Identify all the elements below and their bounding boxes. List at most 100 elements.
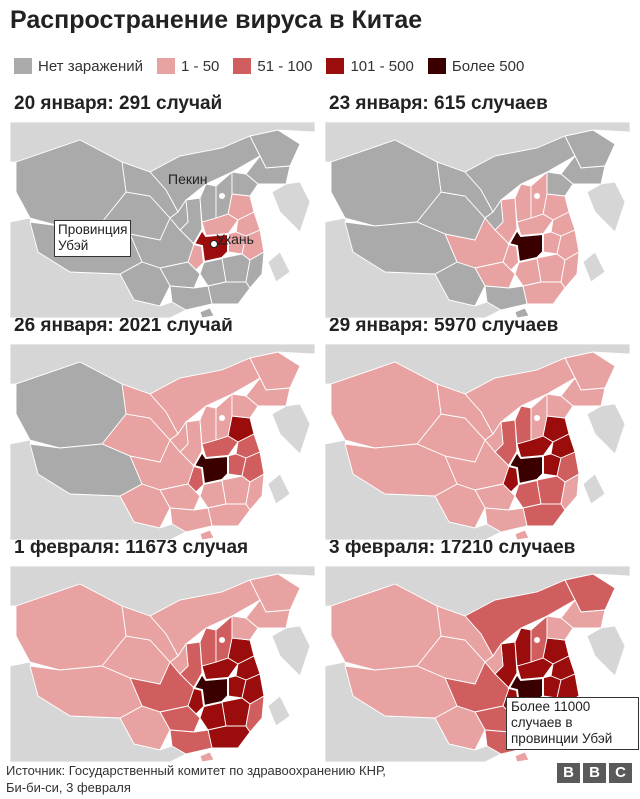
china-map xyxy=(10,344,315,540)
source-note: Источник: Государственный комитет по здр… xyxy=(6,762,526,796)
province-guangxi xyxy=(484,507,528,533)
province-jiangxi xyxy=(536,475,566,505)
province-hainan xyxy=(199,751,215,762)
callout-line: Более 11000 xyxy=(511,699,591,714)
province-jiangxi xyxy=(221,253,251,283)
bbc-logo-letter: C xyxy=(609,763,632,783)
neighbour-country xyxy=(586,625,626,677)
legend-swatch xyxy=(233,58,252,74)
map-panel-4 xyxy=(325,344,630,540)
province-guangxi xyxy=(169,285,213,311)
legend-item-101-500: 101 - 500 xyxy=(326,57,414,75)
hubei-label-line: Провинция xyxy=(58,222,128,237)
china-map xyxy=(10,566,315,762)
panel-title-6: 3 февраля: 17210 случаев xyxy=(329,537,576,558)
china-map xyxy=(325,122,630,318)
province-liaoning xyxy=(546,171,574,197)
neighbour-country xyxy=(267,473,291,505)
panel-title-5: 1 февраля: 11673 случая xyxy=(14,537,249,558)
neighbour-country xyxy=(267,251,291,283)
province-ningxia xyxy=(169,420,189,453)
province-ningxia xyxy=(484,420,504,453)
province-ningxia xyxy=(484,642,504,675)
legend-swatch xyxy=(14,58,32,74)
province-jiangxi xyxy=(221,697,251,727)
province-hubei xyxy=(192,672,229,708)
china-map xyxy=(325,344,630,540)
hubei-province-label: Провинция Убэй xyxy=(54,220,132,257)
legend-label: Нет заражений xyxy=(38,57,144,75)
callout-line: случаев в xyxy=(511,715,573,730)
wuhan-marker xyxy=(210,240,218,248)
province-tibet xyxy=(344,443,458,497)
map-panel-5 xyxy=(10,566,315,762)
neighbour-country xyxy=(586,181,626,233)
province-tibet xyxy=(344,665,458,719)
province-hubei xyxy=(507,228,544,264)
province-fujian xyxy=(560,473,580,511)
source-line: Источник: Государственный комитет по здр… xyxy=(6,763,386,778)
neighbour-country xyxy=(582,473,606,505)
callout-line: провинции Убэй xyxy=(511,731,613,746)
neighbour-country xyxy=(271,181,311,233)
province-liaoning xyxy=(546,393,574,419)
legend-swatch xyxy=(157,58,176,74)
province-guangxi xyxy=(169,729,213,755)
province-jiangxi xyxy=(536,253,566,283)
hubei-cases-callout: Более 11000 случаев в провинции Убэй xyxy=(506,697,639,750)
province-fujian xyxy=(245,251,265,289)
bbc-logo-letter: B xyxy=(557,763,580,783)
legend-item-none: Нет заражений xyxy=(14,58,143,75)
neighbour-country xyxy=(271,403,311,455)
panel-title-3: 26 января: 2021 случай xyxy=(14,315,233,336)
beijing-marker xyxy=(219,415,225,421)
map-panel-3 xyxy=(10,344,315,540)
province-ningxia xyxy=(169,198,189,231)
bbc-logo: B B C xyxy=(554,763,632,783)
panel-title-4: 29 января: 5970 случаев xyxy=(329,315,559,336)
panel-title-1: 20 января: 291 случай xyxy=(14,93,223,114)
province-hubei xyxy=(192,450,229,486)
legend: Нет заражений 1 - 50 51 - 100 101 - 500 … xyxy=(14,55,538,77)
legend-label: Более 500 xyxy=(451,57,525,75)
province-guangxi xyxy=(169,507,213,533)
legend-label: 1 - 50 xyxy=(181,57,220,75)
province-tibet xyxy=(29,443,143,497)
province-tibet xyxy=(29,665,143,719)
province-fujian xyxy=(245,473,265,511)
hubei-label-line: Убэй xyxy=(58,238,89,253)
neighbour-country xyxy=(271,625,311,677)
beijing-marker xyxy=(534,415,540,421)
bbc-logo-letter: B xyxy=(583,763,606,783)
province-ningxia xyxy=(169,642,189,675)
province-liaoning xyxy=(546,615,574,641)
province-liaoning xyxy=(231,171,259,197)
legend-swatch xyxy=(326,58,345,74)
beijing-marker xyxy=(219,193,225,199)
beijing-label: Пекин xyxy=(168,171,208,187)
beijing-marker xyxy=(534,637,540,643)
province-hainan xyxy=(514,529,530,540)
panel-title-2: 23 января: 615 случаев xyxy=(329,93,548,114)
province-fujian xyxy=(560,251,580,289)
legend-label: 101 - 500 xyxy=(350,57,414,75)
legend-label: 51 - 100 xyxy=(257,57,313,75)
province-liaoning xyxy=(231,615,259,641)
province-jiangxi xyxy=(221,475,251,505)
province-hainan xyxy=(199,307,215,318)
source-line: Би-би-си, 3 февраля xyxy=(6,780,131,795)
beijing-marker xyxy=(534,193,540,199)
neighbour-country xyxy=(586,403,626,455)
province-hubei xyxy=(507,450,544,486)
province-fujian xyxy=(245,695,265,733)
neighbour-country xyxy=(582,251,606,283)
province-hainan xyxy=(199,529,215,540)
province-hainan xyxy=(514,751,530,762)
page-title: Распространение вируса в Китае xyxy=(10,6,423,34)
province-guangxi xyxy=(484,285,528,311)
neighbour-country xyxy=(267,695,291,727)
province-tibet xyxy=(344,221,458,275)
province-hainan xyxy=(514,307,530,318)
legend-swatch xyxy=(427,58,446,74)
province-ningxia xyxy=(484,198,504,231)
